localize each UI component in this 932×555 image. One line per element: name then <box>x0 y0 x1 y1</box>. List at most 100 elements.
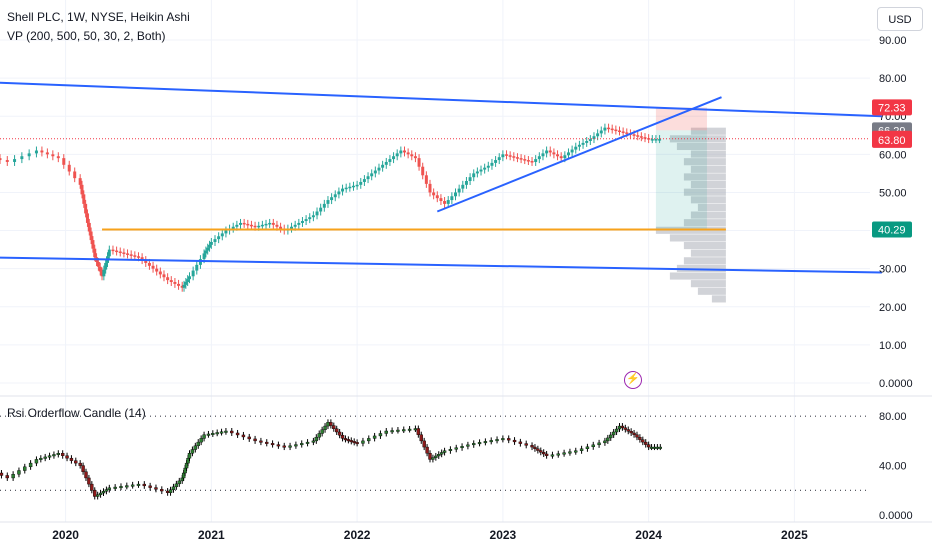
rsi-bar <box>416 428 421 435</box>
rsi-bar <box>168 489 173 493</box>
volume-profile-bar <box>683 241 726 250</box>
rsi-bar <box>556 453 560 456</box>
candle-body <box>574 146 578 150</box>
candle-body <box>384 161 388 165</box>
rsi-bar <box>28 462 33 468</box>
rsi-bar <box>69 457 74 461</box>
candle-body <box>206 247 210 251</box>
candle-body <box>530 161 534 163</box>
rsi-bar <box>367 438 371 442</box>
rsi-bar <box>419 434 423 442</box>
candle-body <box>454 192 458 197</box>
candle-body <box>596 133 600 137</box>
rsi-bar <box>425 446 429 454</box>
rsi-bar <box>530 445 534 448</box>
rsi-bar <box>107 487 112 490</box>
candle-body <box>271 222 275 225</box>
candle-body <box>592 136 596 140</box>
candle-body <box>151 265 155 269</box>
currency-button[interactable]: USD <box>877 7 923 31</box>
candle-body <box>208 244 212 248</box>
channel-top-line <box>0 81 882 118</box>
candle-body <box>428 183 432 193</box>
candle-body <box>359 181 363 185</box>
vp-indicator-label[interactable]: VP (200, 500, 50, 30, 2, Both) <box>7 29 166 43</box>
candle-body <box>526 160 530 162</box>
candle-body <box>607 127 611 130</box>
rsi-bar <box>402 429 406 432</box>
rsi-bar <box>524 443 528 446</box>
candle-body <box>395 153 399 157</box>
candle-body <box>410 154 414 157</box>
rsi-bar <box>603 440 607 444</box>
rsi-bar <box>235 432 240 436</box>
rsi-bar <box>609 434 613 439</box>
chart-title: Shell PLC, 1W, NYSE, Heikin Ashi <box>7 10 190 24</box>
volume-profile-bar <box>683 257 726 265</box>
rsi-bar <box>171 486 176 491</box>
candle-body <box>147 262 151 266</box>
candle-body <box>439 198 443 202</box>
candle-body <box>300 221 304 223</box>
rsi-bar <box>311 440 316 443</box>
volume-profile-bar <box>690 150 726 158</box>
candle-body <box>497 157 501 161</box>
candle-body <box>402 150 406 153</box>
volume-profile-bar <box>690 127 726 135</box>
rsi-tick-label: 0.0000 <box>879 510 913 522</box>
rsi-bar <box>60 453 65 456</box>
candle-body <box>51 154 55 157</box>
candle-body <box>563 155 567 159</box>
candle-body <box>639 136 643 138</box>
candle-body <box>566 152 570 156</box>
candle-body <box>475 171 479 174</box>
candle-body <box>326 200 330 204</box>
rsi-bar <box>437 454 441 457</box>
candle-body <box>330 197 334 201</box>
candle-body <box>91 240 95 249</box>
rsi-bar <box>460 446 464 449</box>
price-label-text: 72.33 <box>878 102 906 114</box>
target-zone-box <box>655 107 707 131</box>
candle-body <box>239 222 243 225</box>
rsi-bar <box>224 430 228 433</box>
rsi-bar <box>259 440 263 443</box>
volume-profile-bar <box>697 203 726 211</box>
candle-body <box>158 271 162 275</box>
candle-body <box>322 203 326 208</box>
candle-body <box>432 192 436 196</box>
candle-body <box>614 129 618 132</box>
candle-body <box>519 158 523 160</box>
rsi-bar <box>349 440 353 443</box>
candle-body <box>556 154 560 157</box>
price-tick-label: 90.00 <box>879 35 907 47</box>
volume-profile-bar <box>690 165 726 173</box>
rsi-bar <box>378 433 383 437</box>
lightning-bolt-icon[interactable]: ⚡ <box>624 371 642 389</box>
channel-bottom-line <box>0 256 882 274</box>
rsi-bar <box>448 449 453 451</box>
rsi-bar <box>591 444 595 448</box>
rsi-bar <box>337 431 342 436</box>
rsi-bar <box>154 487 158 490</box>
rsi-bar <box>320 429 324 434</box>
volume-profile-bar <box>690 280 726 288</box>
candle-body <box>344 187 348 190</box>
rsi-indicator-label[interactable]: Rsi Orderflow Candle (14) <box>7 406 146 420</box>
rsi-bar <box>620 425 625 428</box>
rsi-bar <box>219 431 224 434</box>
candle-body <box>13 159 17 162</box>
candle-body <box>355 184 359 187</box>
volume-profile-bar <box>711 295 726 303</box>
candle-body <box>40 150 44 153</box>
candle-body <box>373 170 377 174</box>
rsi-bar <box>431 457 435 460</box>
rsi-bar <box>439 452 444 455</box>
rsi-bar <box>282 445 286 448</box>
rsi-bar <box>472 443 476 446</box>
rsi-bar <box>332 425 336 429</box>
candle-body <box>78 178 82 185</box>
rsi-bar <box>174 483 179 488</box>
rsi-bar <box>466 444 470 447</box>
candle-body <box>333 194 337 198</box>
